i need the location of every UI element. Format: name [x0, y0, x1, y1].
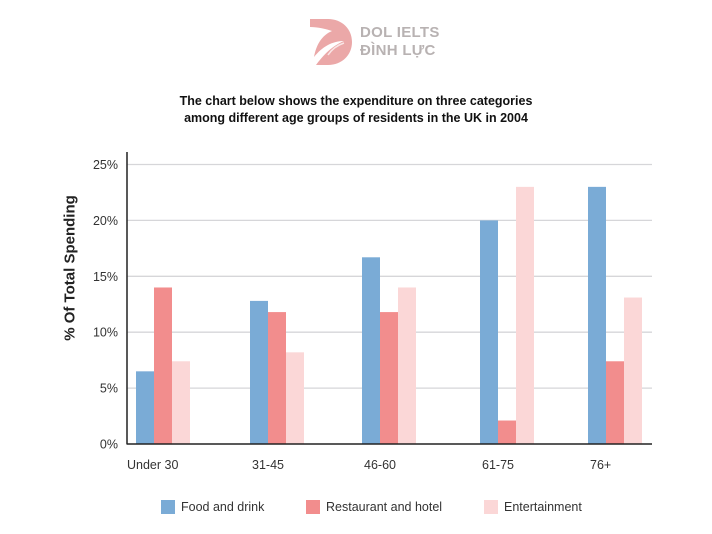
x-tick-label: 46-60 — [364, 458, 396, 472]
y-tick-labels: 0% 5% 10% 15% 20% 25% — [93, 158, 118, 452]
logo-mark-icon — [310, 19, 352, 65]
bar-restaurant-and-hotel-31-45 — [268, 312, 286, 444]
bar-restaurant-and-hotel-46-60 — [380, 312, 398, 444]
bar-entertainment-76+ — [624, 297, 642, 444]
x-tick-label: 61-75 — [482, 458, 514, 472]
legend-item-food-and-drink: Food and drink — [161, 500, 264, 514]
x-tick-label: 31-45 — [252, 458, 284, 472]
bars — [136, 186, 642, 445]
x-tick-label: 76+ — [590, 458, 611, 472]
x-tick-label: Under 30 — [127, 458, 178, 472]
bar-food-and-drink-61-75 — [480, 220, 498, 444]
bar-food-and-drink-46-60 — [362, 257, 380, 444]
y-tick-label: 0% — [100, 438, 118, 452]
logo-line-2: ĐÌNH LỰC — [360, 42, 436, 59]
legend-swatch-food-and-drink — [161, 500, 175, 514]
brand-logo: DOL IELTS ĐÌNH LỰC — [308, 17, 448, 67]
bar-restaurant-and-hotel-76+ — [606, 361, 624, 444]
legend-item-restaurant-and-hotel: Restaurant and hotel — [306, 500, 442, 514]
y-tick-label: 5% — [100, 382, 118, 396]
bar-food-and-drink-76+ — [588, 186, 606, 445]
bar-restaurant-and-hotel-61-75 — [498, 420, 516, 444]
bar-entertainment-61-75 — [516, 186, 534, 445]
x-tick-labels: Under 30 31-45 46-60 61-75 76+ — [127, 458, 611, 472]
legend-swatch-entertainment — [484, 500, 498, 514]
legend-swatch-restaurant-and-hotel — [306, 500, 320, 514]
y-tick-label: 20% — [93, 214, 118, 228]
legend-label: Food and drink — [181, 500, 265, 514]
bar-entertainment-31-45 — [286, 352, 304, 444]
legend-label: Restaurant and hotel — [326, 500, 443, 514]
legend-label: Entertainment — [504, 500, 582, 514]
logo-line-1: DOL IELTS — [360, 24, 440, 41]
legend-item-entertainment: Entertainment — [484, 500, 582, 514]
bar-food-and-drink-under-30 — [136, 371, 154, 444]
y-tick-label: 15% — [93, 270, 118, 284]
bar-entertainment-under-30 — [172, 361, 190, 444]
bar-restaurant-and-hotel-under-30 — [154, 287, 172, 444]
bar-food-and-drink-31-45 — [250, 300, 268, 444]
legend: Food and drink Restaurant and hotel Ente… — [0, 500, 712, 518]
chart-title-line-2: among different age groups of residents … — [184, 111, 528, 125]
logo-text: DOL IELTS ĐÌNH LỰC — [360, 24, 440, 60]
bar-entertainment-46-60 — [398, 287, 416, 444]
chart-title-line-1: The chart below shows the expenditure on… — [179, 94, 533, 108]
chart-title: The chart below shows the expenditure on… — [0, 93, 712, 127]
y-tick-label: 10% — [93, 326, 118, 340]
y-tick-label: 25% — [93, 158, 118, 172]
